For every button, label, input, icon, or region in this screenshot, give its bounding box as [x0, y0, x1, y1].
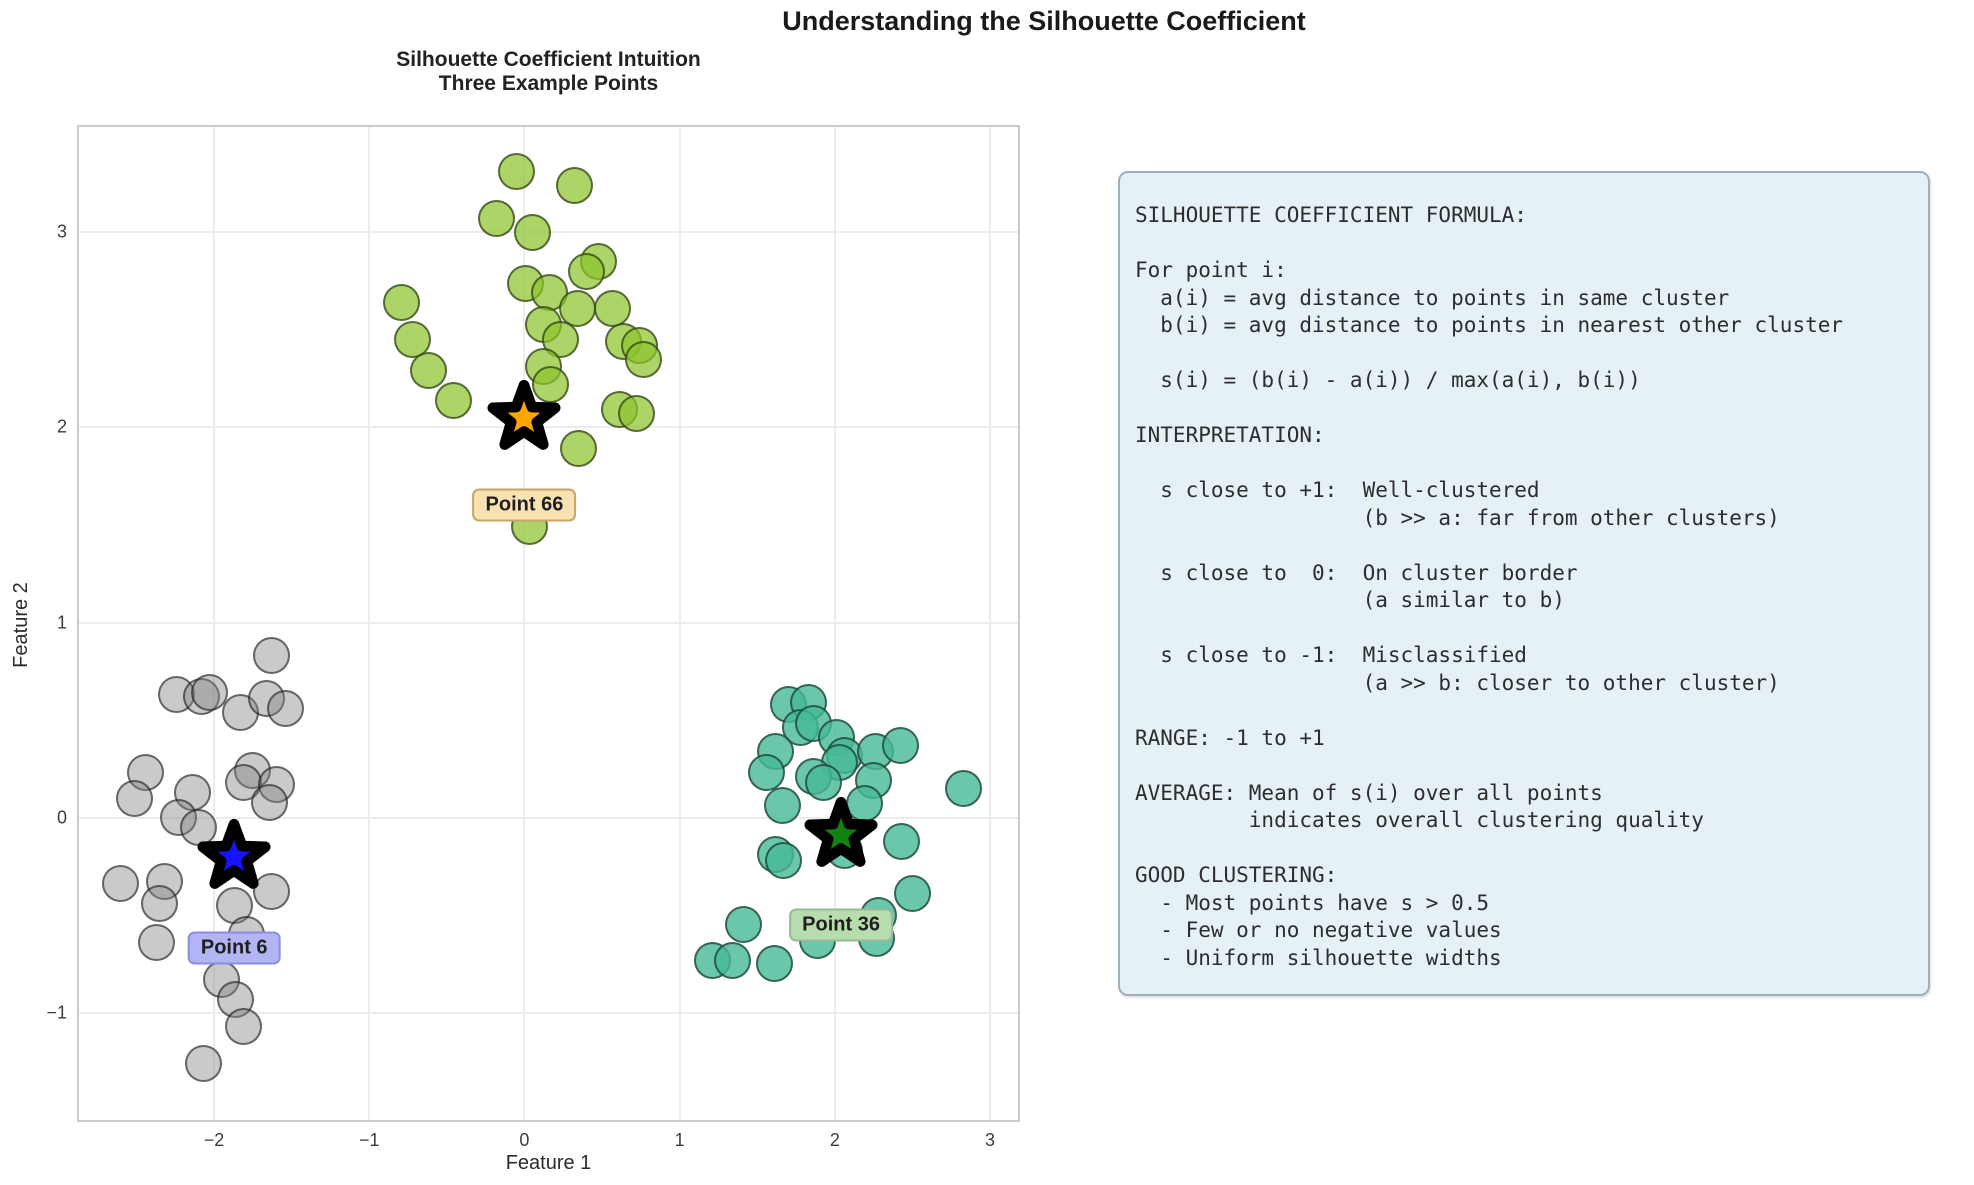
scatter-point-cluster-green [478, 200, 515, 238]
scatter-point-cluster-gray [252, 637, 290, 675]
scatter-point-cluster-green [560, 430, 598, 468]
scatter-point-cluster-green [383, 284, 421, 322]
scatter-point-cluster-gray [102, 865, 140, 903]
scatter-point-cluster-gray [184, 1044, 222, 1082]
x-tick-label: −1 [358, 1130, 380, 1150]
scatter-point-cluster-teal [805, 763, 843, 801]
scatter-point-cluster-green [532, 366, 570, 404]
x-tick-label: 3 [985, 1130, 996, 1150]
scatter-point-cluster-teal [724, 906, 762, 944]
scatter-point-cluster-gray [141, 884, 179, 922]
scatter-point-cluster-teal [755, 945, 793, 983]
scatter-point-cluster-green [594, 289, 632, 327]
scatter-point-cluster-green [434, 381, 472, 419]
scatter-point-cluster-gray [116, 779, 154, 817]
scatter-point-cluster-gray [190, 674, 228, 712]
scatter-point-cluster-green [394, 321, 432, 359]
star-marker-point-6 [197, 818, 271, 889]
scatter-point-cluster-gray [138, 923, 176, 961]
annotation-point-66: Point 66 [472, 488, 577, 522]
scatter-point-cluster-gray [225, 1007, 263, 1045]
annotation-point-36: Point 36 [789, 908, 893, 942]
annotation-point-6: Point 6 [187, 931, 281, 965]
scatter-point-cluster-green [409, 352, 447, 390]
scatter-point-cluster-green [513, 213, 551, 251]
scatter-point-cluster-green [541, 321, 579, 359]
star-marker-point-66 [487, 379, 561, 450]
star-marker-point-36 [804, 797, 878, 868]
scatter-point-cluster-gray [251, 783, 289, 821]
scatter-point-cluster-teal [883, 822, 921, 860]
scatter-point-cluster-green [625, 340, 663, 378]
scatter-point-cluster-teal [763, 787, 801, 825]
x-tick-label: 1 [674, 1130, 685, 1150]
scatter-point-cluster-teal [945, 769, 983, 807]
x-tick-label: −2 [203, 1130, 225, 1150]
gridline-horizontal [79, 1011, 1018, 1014]
scatter-point-cluster-green [498, 153, 536, 191]
info-box: SILHOUETTE COEFFICIENT FORMULA: For poin… [1118, 171, 1930, 996]
scatter-point-cluster-teal [765, 842, 803, 880]
gridline-horizontal [79, 621, 1018, 624]
gridline-horizontal [79, 816, 1018, 819]
x-tick-label: 2 [829, 1130, 840, 1150]
scatter-point-cluster-teal [893, 875, 931, 913]
x-axis-label: Feature 1 [505, 1152, 592, 1174]
y-tick-label: 2 [56, 416, 67, 437]
scatter-point-cluster-gray [252, 873, 290, 911]
scatter-point-cluster-gray [266, 689, 304, 727]
figure-title: Understanding the Silhouette Coefficient [782, 6, 1306, 36]
y-tick-label: −1 [46, 1002, 67, 1023]
y-tick-label: 1 [56, 612, 67, 633]
y-tick-label: 0 [56, 807, 67, 828]
scatter-point-cluster-green [617, 395, 655, 433]
scatter-point-cluster-green [555, 167, 593, 205]
scatter-point-cluster-green [568, 252, 606, 290]
plot-area: Point 66 Point 6 Point 36 [77, 125, 1020, 1122]
plot-title: Silhouette Coefficient Intuition Three E… [396, 48, 701, 95]
info-box-text: SILHOUETTE COEFFICIENT FORMULA: For poin… [1135, 203, 1844, 970]
x-tick-label: 0 [519, 1130, 530, 1150]
scatter-point-cluster-teal [713, 941, 751, 979]
y-tick-label: 3 [56, 221, 67, 242]
gridline-horizontal [79, 426, 1018, 429]
scatter-point-cluster-teal [881, 726, 919, 764]
scatter-point-cluster-teal [748, 754, 786, 792]
